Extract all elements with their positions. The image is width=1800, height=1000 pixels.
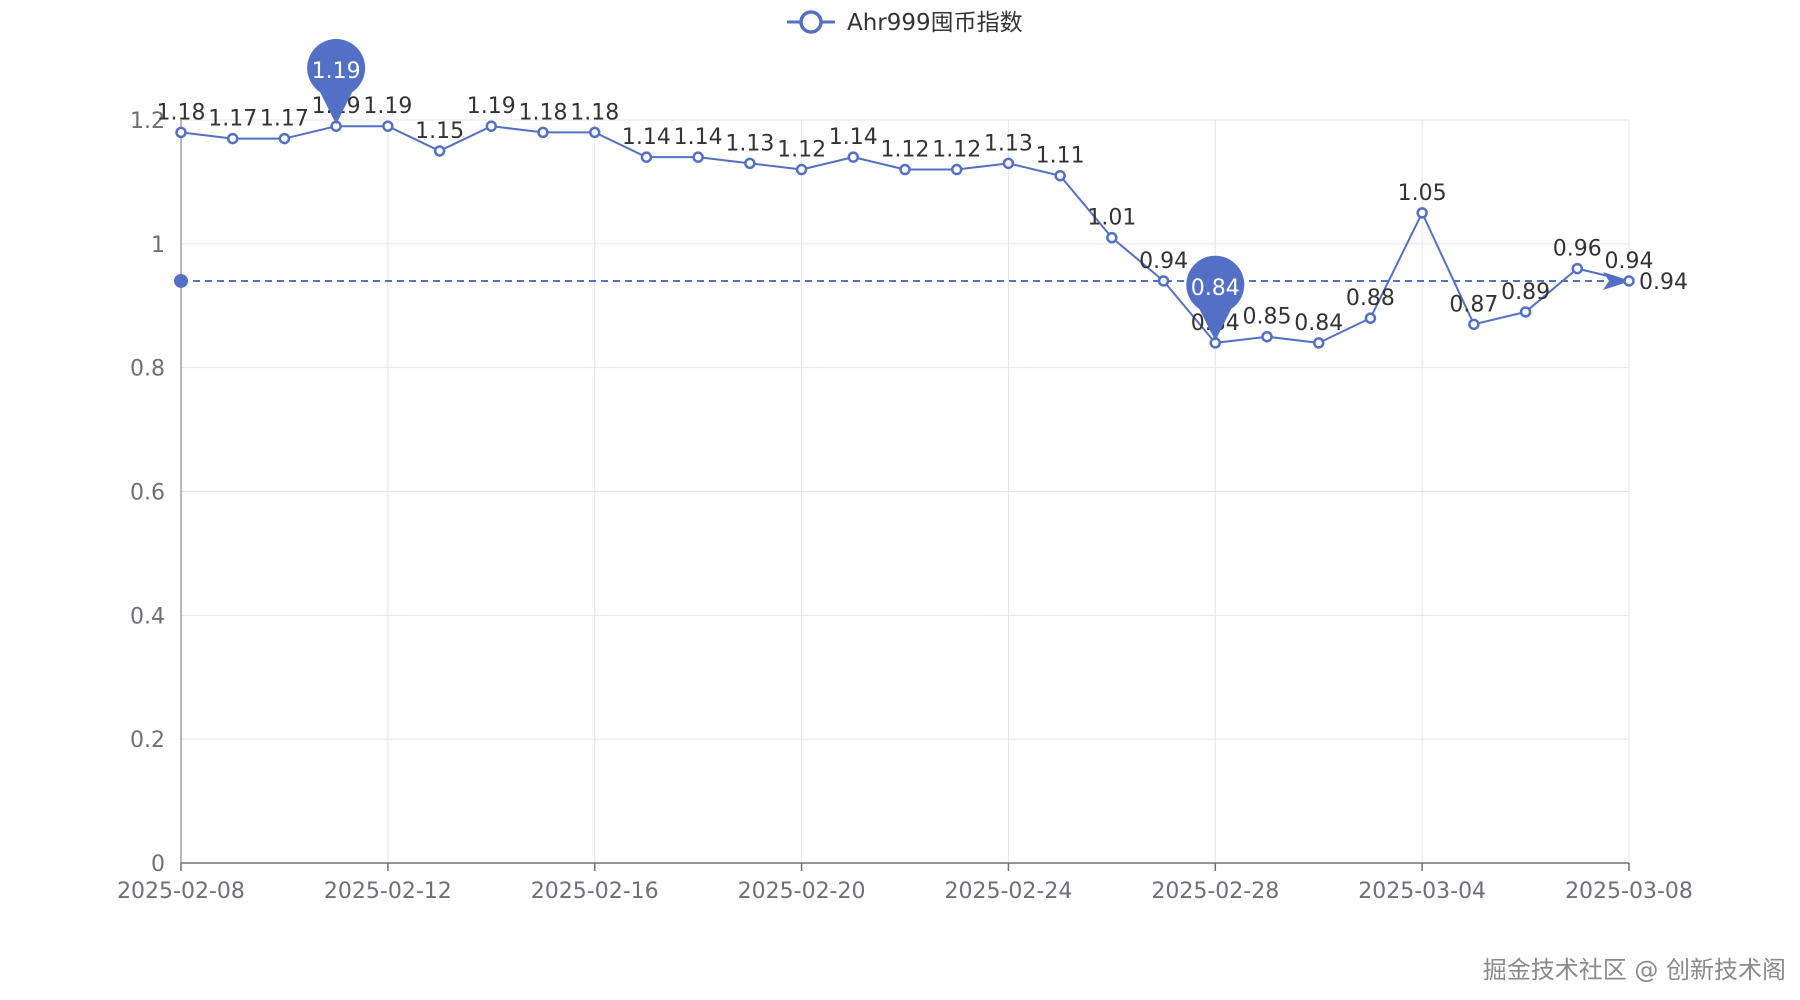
data-label: 0.87 [1449, 292, 1498, 317]
data-label: 0.96 [1553, 237, 1602, 262]
data-point[interactable] [1261, 330, 1273, 343]
data-label: 1.19 [363, 94, 412, 119]
data-point[interactable] [1106, 231, 1118, 244]
circle-line-icon [799, 10, 823, 34]
data-labels: 1.181.171.171.191.191.151.191.181.181.14… [157, 94, 1654, 336]
legend[interactable]: Ahr999囤币指数 [787, 10, 1023, 36]
data-point[interactable] [226, 132, 239, 145]
data-point[interactable] [1571, 262, 1584, 275]
mark-points: 1.19 0.84 [307, 39, 1245, 341]
data-point[interactable] [1157, 275, 1170, 287]
data-label: 1.14 [622, 125, 671, 150]
data-point[interactable] [278, 132, 291, 145]
data-label: 1.12 [932, 138, 981, 163]
data-label: 1.11 [1036, 144, 1085, 169]
watermark: 掘金技术社区 @ 创新技术阁 [1482, 956, 1786, 984]
average-mark-line: 0.94 [174, 270, 1688, 295]
data-point[interactable] [692, 151, 704, 163]
data-label: 0.94 [1605, 249, 1654, 274]
data-point[interactable] [847, 151, 860, 163]
data-point[interactable] [175, 126, 187, 139]
x-tick-label: 2025-02-24 [944, 879, 1072, 904]
data-point[interactable] [433, 145, 446, 157]
data-point[interactable] [1312, 337, 1325, 349]
max-pin-marker[interactable] [307, 39, 366, 125]
data-label: 1.17 [260, 107, 309, 132]
data-label: 0.85 [1243, 305, 1292, 330]
y-tick-label: 0 [151, 852, 165, 877]
data-point[interactable] [1623, 275, 1635, 287]
x-tick-label: 2025-02-20 [738, 879, 866, 904]
y-tick-label: 0.4 [130, 604, 165, 629]
data-label: 1.12 [777, 138, 826, 163]
data-label: 1.18 [570, 100, 619, 125]
min-pin-marker[interactable] [1186, 255, 1245, 341]
data-point[interactable] [640, 151, 653, 163]
data-label: 0.89 [1501, 280, 1550, 305]
data-label: 1.18 [157, 100, 206, 125]
data-label: 1.19 [467, 94, 516, 119]
data-label: 1.13 [725, 131, 774, 156]
data-label: 0.84 [1294, 311, 1343, 336]
data-label: 0.88 [1346, 286, 1395, 311]
data-point[interactable] [950, 163, 963, 176]
y-tick-label: 0.6 [130, 481, 165, 506]
data-label: 1.12 [881, 138, 930, 163]
y-tick-label: 1.2 [130, 109, 165, 134]
min-pin-label: 0.84 [1191, 276, 1240, 301]
legend-label: Ahr999囤币指数 [847, 10, 1023, 36]
data-label: 1.18 [519, 100, 568, 125]
x-tick-label: 2025-03-08 [1565, 879, 1693, 904]
x-tick-label: 2025-02-12 [324, 879, 452, 904]
average-line-start-dot [174, 273, 188, 288]
data-point[interactable] [744, 157, 756, 170]
x-tick-label: 2025-02-28 [1151, 879, 1279, 904]
data-point[interactable] [795, 163, 808, 176]
data-point[interactable] [537, 126, 549, 139]
data-label: 0.94 [1139, 249, 1188, 274]
data-point[interactable] [1416, 207, 1428, 219]
grid [181, 119, 1630, 863]
x-tick-label: 2025-03-04 [1358, 879, 1486, 904]
data-label: 1.14 [829, 125, 878, 150]
data-label: 1.13 [984, 131, 1033, 156]
axes: 0 0.2 0.4 0.6 0.8 1 1.2 2025-02-08 2025-02-12 202… [117, 109, 1693, 904]
y-tick-label: 0.8 [130, 357, 165, 382]
data-point[interactable] [1054, 169, 1066, 182]
data-label: 1.01 [1087, 206, 1136, 231]
y-tick-label: 1 [151, 233, 165, 258]
x-tick-label: 2025-02-16 [531, 879, 659, 904]
data-point[interactable] [382, 120, 394, 132]
data-point[interactable] [1468, 318, 1480, 331]
data-point[interactable] [1364, 312, 1377, 324]
data-label: 1.05 [1398, 181, 1447, 206]
data-label: 1.17 [208, 107, 257, 132]
y-tick-label: 0.2 [130, 728, 165, 753]
max-pin-label: 1.19 [312, 59, 361, 84]
data-label: 1.15 [415, 119, 464, 144]
data-label: 1.14 [674, 125, 723, 150]
data-point[interactable] [1002, 157, 1015, 170]
data-point[interactable] [485, 120, 498, 132]
series-line [175, 120, 1635, 349]
data-point[interactable] [1519, 306, 1532, 318]
data-point[interactable] [899, 163, 911, 176]
average-line-label: 0.94 [1639, 270, 1688, 295]
data-point[interactable] [588, 126, 601, 139]
x-tick-label: 2025-02-08 [117, 879, 245, 904]
